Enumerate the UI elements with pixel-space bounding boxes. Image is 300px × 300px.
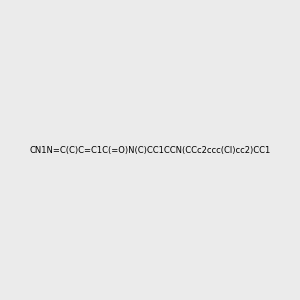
- Text: CN1N=C(C)C=C1C(=O)N(C)CC1CCN(CCc2ccc(Cl)cc2)CC1: CN1N=C(C)C=C1C(=O)N(C)CC1CCN(CCc2ccc(Cl)…: [29, 146, 271, 154]
